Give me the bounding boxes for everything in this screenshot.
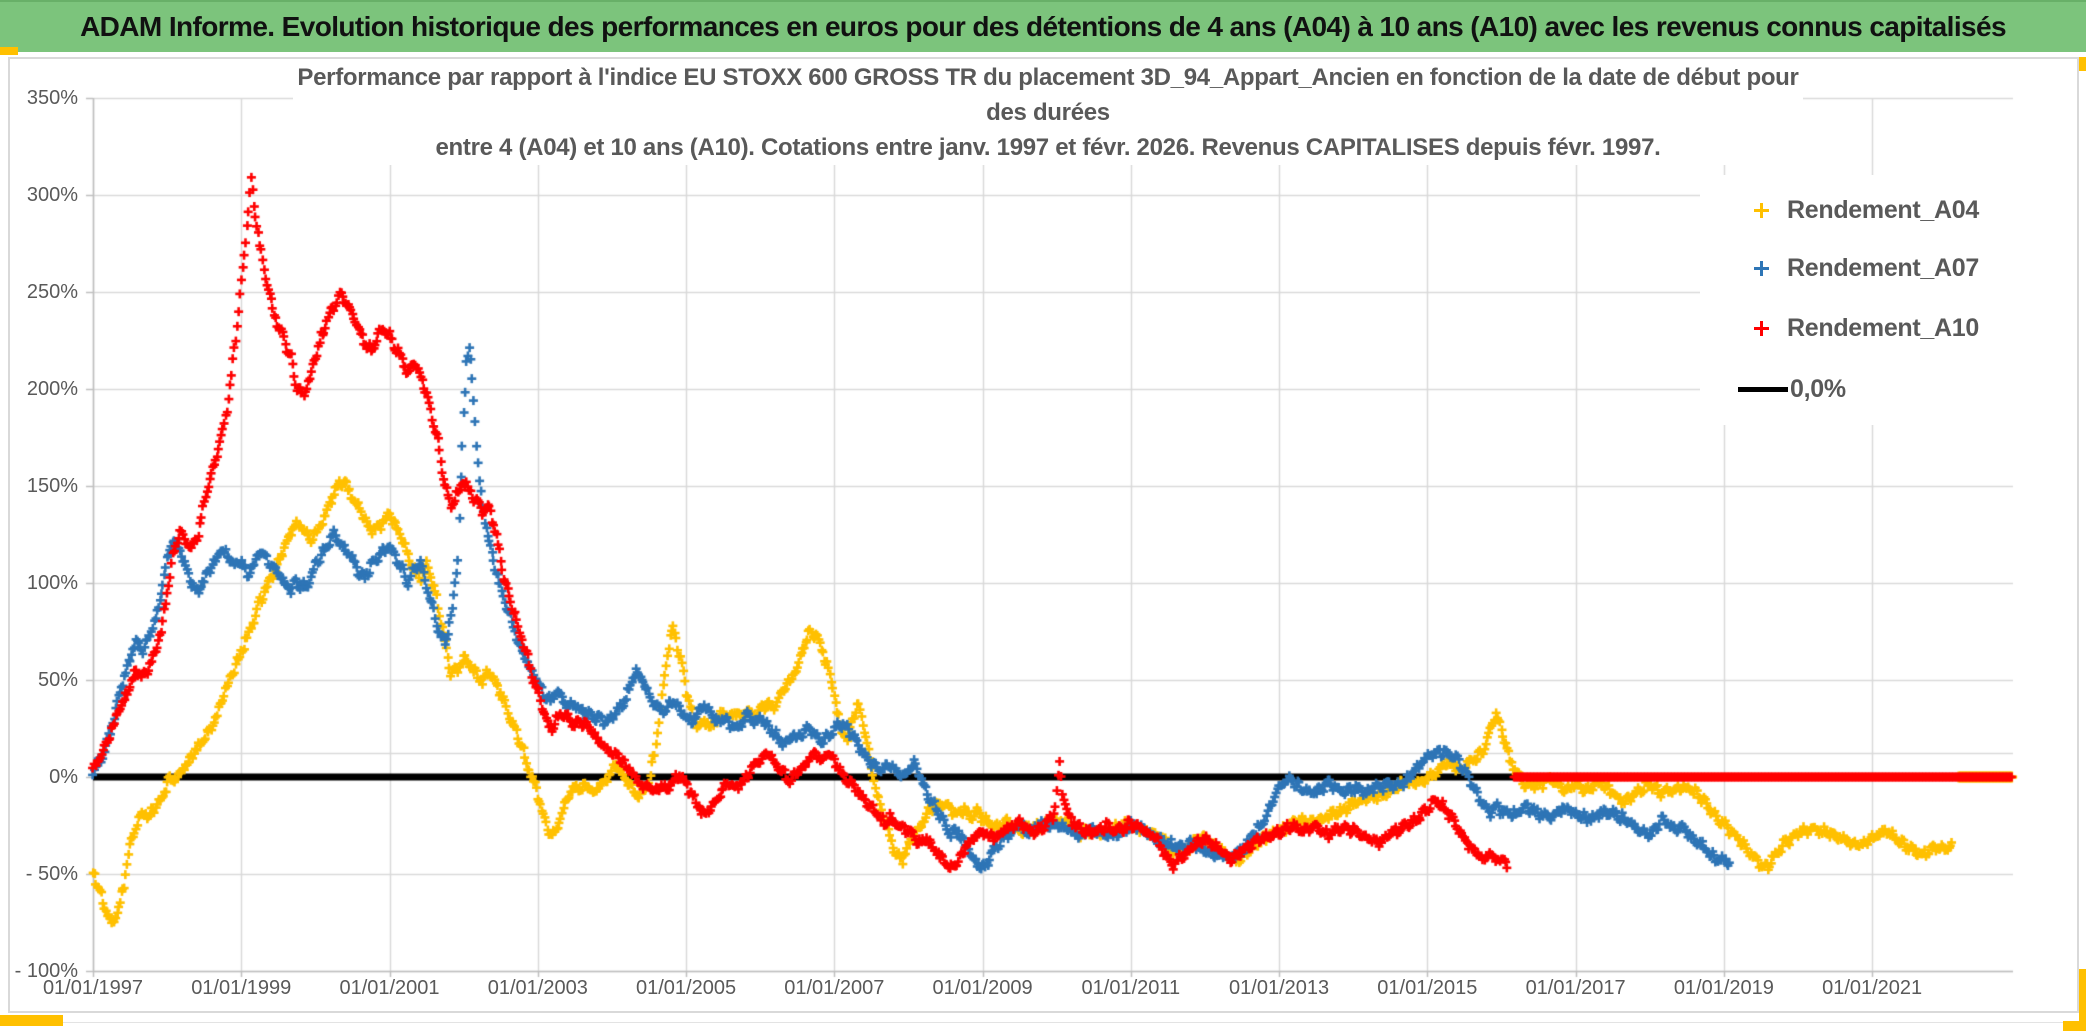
x-axis-tick-label: 01/01/2001 (339, 977, 440, 999)
legend-label: Rendement_A07 (1787, 253, 1979, 282)
y-axis-tick-label: 300% (26, 184, 78, 206)
x-axis-tick-label: 01/01/2015 (1377, 977, 1478, 999)
x-axis-tick-label: 01/01/2013 (1229, 977, 1330, 999)
y-axis-tick-label: 100% (26, 572, 78, 594)
plus-marker-icon (1754, 202, 1769, 218)
x-axis-tick-label: 01/01/2011 (1081, 977, 1181, 999)
x-axis-tick-label: 01/01/2017 (1525, 977, 1626, 999)
x-axis-tick-label: 01/01/1999 (191, 977, 292, 999)
chart-title-line2: entre 4 (A04) et 10 ans (A10). Cotations… (435, 134, 1661, 161)
decorative-gold-strip-bottom-left (0, 1015, 63, 1026)
plus-marker-icon (1754, 320, 1769, 336)
zero-line-icon (1738, 386, 1788, 392)
y-axis-tick-label: 350% (26, 87, 78, 109)
legend-label: Rendement_A04 (1787, 195, 1979, 224)
y-axis-tick-label: 200% (26, 378, 78, 400)
y-axis-tick-label: 50% (37, 669, 78, 691)
x-axis-tick-label: 01/01/2003 (487, 977, 588, 999)
chart-title: Performance par rapport à l'indice EU ST… (293, 60, 1803, 165)
x-axis-tick-label: 01/01/2009 (932, 977, 1033, 999)
x-axis-tick-label: 01/01/2019 (1673, 977, 1774, 999)
y-axis-tick-label: - 100% (14, 960, 78, 982)
legend-label: 0,0% (1790, 374, 1846, 403)
legend-item[interactable]: Rendement_A10 (1700, 311, 2013, 345)
y-axis-tick-label: 250% (26, 281, 78, 303)
y-axis-tick-label: 150% (26, 475, 78, 497)
plus-marker-icon (1754, 260, 1769, 276)
y-axis-tick-label: - 50% (25, 863, 78, 885)
chart-legend[interactable]: Rendement_A04 Rendement_A07 Rendement_A10 0… (1700, 175, 2013, 425)
decorative-gold-tab-top-left (0, 47, 18, 55)
legend-item[interactable]: Rendement_A04 (1700, 193, 2013, 227)
decorative-gold-strip-right (2079, 969, 2086, 1031)
x-axis-tick-label: 01/01/1997 (42, 977, 144, 999)
legend-item-zero-line[interactable]: 0,0% (1700, 372, 2013, 406)
decorative-gold-strip-bottom-right (2063, 1021, 2086, 1031)
x-axis-tick-label: 01/01/2005 (635, 977, 737, 999)
decorative-gold-strip-top-right (2079, 57, 2086, 71)
y-axis-tick-label: 0% (49, 766, 78, 788)
x-axis-tick-label: 01/01/2021 (1822, 977, 1923, 999)
legend-item[interactable]: Rendement_A07 (1700, 251, 2013, 285)
x-axis-tick-label: 01/01/2007 (784, 977, 885, 999)
legend-label: Rendement_A10 (1787, 313, 1979, 342)
chart-title-line1: Performance par rapport à l'indice EU ST… (297, 64, 1799, 126)
